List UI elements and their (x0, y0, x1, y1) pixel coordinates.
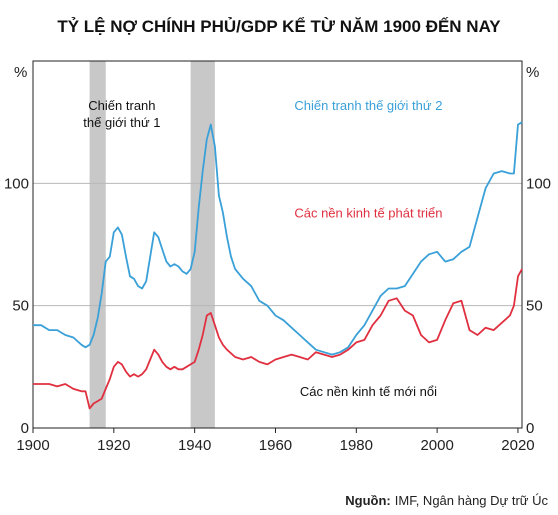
x-tick-label-2000: 2000 (420, 437, 453, 454)
series-line-cac-nen-kinh-te-moi-noi (33, 268, 523, 410)
annotation-the-gioi-thu-1: thế giới thứ 1 (83, 115, 160, 130)
y-axis-unit-left: % (14, 64, 27, 81)
series-lines (33, 121, 523, 410)
y-tick-label-right-50: 50 (526, 298, 543, 315)
chart-title: TỶ LỆ NỢ CHÍNH PHỦ/GDP KỂ TỪ NĂM 1900 ĐẾ… (57, 17, 501, 36)
annotation-chien-tranh-the-gioi-thu-2: Chiến tranh thế giới thứ 2 (294, 98, 442, 113)
shaded-period-2 (190, 61, 215, 428)
x-tick-label-1960: 1960 (259, 437, 292, 454)
grid-lines (33, 182, 522, 307)
source-text: IMF, Ngân hàng Dự trữ Úc (395, 493, 549, 508)
y-tick-label-right-100: 100 (526, 175, 551, 192)
series-line-cac-nen-kinh-te-phat-trien (33, 121, 523, 356)
annotation-cac-nen-kinh-te-moi-noi: Các nền kinh tế mới nổi (300, 384, 437, 399)
x-tick-label-1980: 1980 (340, 437, 373, 454)
y-tick-label-left-0: 0 (21, 420, 29, 437)
annotations: Chiến tranh thế giới thứ 1 Chiến tranh thế… (83, 98, 442, 399)
y-tick-label-left-50: 50 (12, 298, 29, 315)
annotation-cac-nen-kinh-te-phat-trien: Các nền kinh tế phát triển (294, 206, 442, 221)
y-tick-label-left-100: 100 (4, 175, 29, 192)
source-note: Nguồn: IMF, Ngân hàng Dự trữ Úc (345, 493, 548, 508)
x-tick-label-1940: 1940 (178, 437, 211, 454)
plot-border (32, 60, 523, 429)
source-label: Nguồn: (345, 493, 390, 508)
plot-frame (32, 60, 523, 433)
x-tick-label-1920: 1920 (97, 437, 130, 454)
annotation-chien-tranh: Chiến tranh (88, 98, 155, 113)
x-tick-label-1900: 1900 (16, 437, 49, 454)
y-axis-unit-right: % (526, 64, 539, 81)
y-tick-label-right-0: 0 (526, 420, 534, 437)
x-tick-label-2020: 2020 (501, 437, 534, 454)
